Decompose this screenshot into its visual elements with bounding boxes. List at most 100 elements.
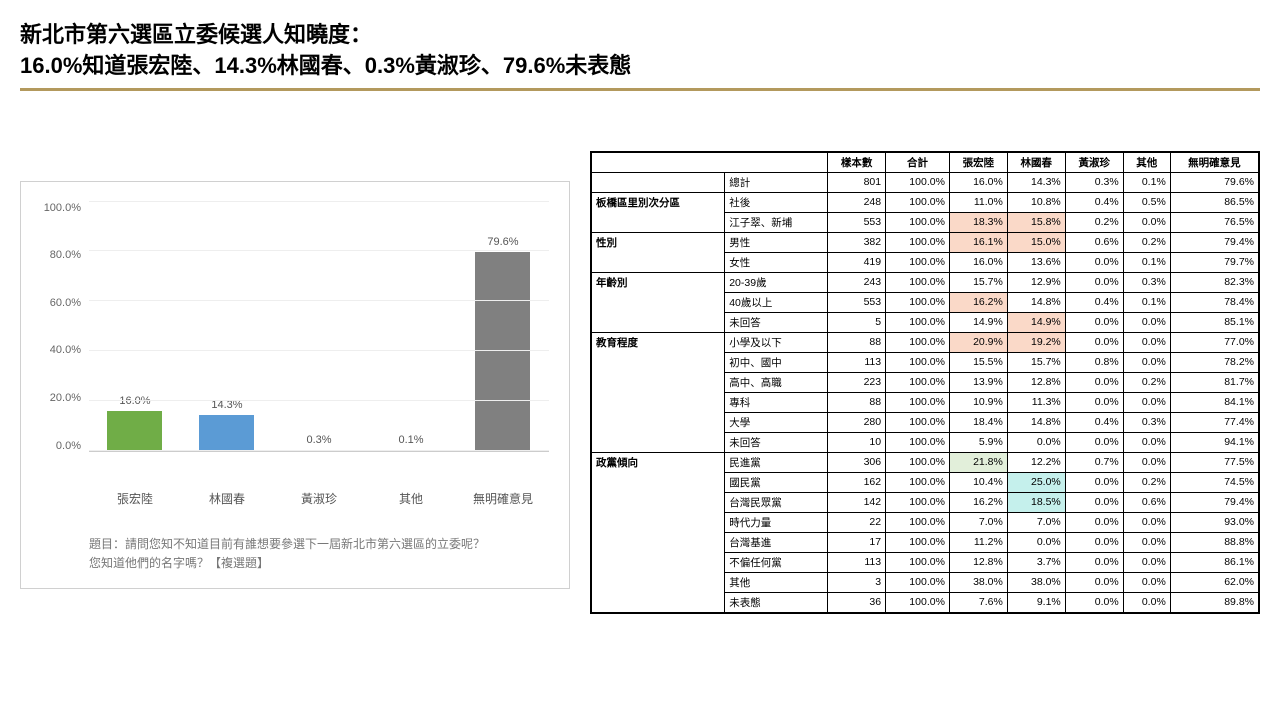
data-cell: 88 bbox=[828, 332, 886, 352]
data-cell: 0.1% bbox=[1123, 172, 1170, 192]
data-cell: 13.6% bbox=[1007, 252, 1065, 272]
data-cell: 100.0% bbox=[886, 432, 950, 452]
data-cell: 100.0% bbox=[886, 512, 950, 532]
data-cell: 0.4% bbox=[1065, 192, 1123, 212]
data-cell: 100.0% bbox=[886, 232, 950, 252]
data-cell: 36 bbox=[828, 592, 886, 613]
data-cell: 16.2% bbox=[949, 492, 1007, 512]
gridline bbox=[89, 250, 549, 251]
data-cell: 100.0% bbox=[886, 352, 950, 372]
data-cell: 0.0% bbox=[1065, 592, 1123, 613]
data-cell: 74.5% bbox=[1170, 472, 1259, 492]
data-cell: 25.0% bbox=[1007, 472, 1065, 492]
data-cell: 0.0% bbox=[1065, 392, 1123, 412]
data-cell: 419 bbox=[828, 252, 886, 272]
data-cell: 0.0% bbox=[1123, 352, 1170, 372]
data-cell: 12.8% bbox=[1007, 372, 1065, 392]
x-label: 其他 bbox=[370, 490, 453, 507]
data-cell: 0.0% bbox=[1065, 572, 1123, 592]
page-title: 新北市第六選區立委候選人知曉度： 16.0%知道張宏陸、14.3%林國春、0.3… bbox=[20, 20, 1260, 82]
caption-line-1: 題目：請問您知不知道目前有誰想要參選下一屆新北市第六選區的立委呢？ bbox=[89, 537, 485, 551]
bar bbox=[199, 415, 254, 451]
data-cell: 0.5% bbox=[1123, 192, 1170, 212]
data-cell: 0.0% bbox=[1065, 532, 1123, 552]
data-cell: 79.7% bbox=[1170, 252, 1259, 272]
data-cell: 14.8% bbox=[1007, 292, 1065, 312]
data-cell: 11.2% bbox=[949, 532, 1007, 552]
data-cell: 100.0% bbox=[886, 492, 950, 512]
data-cell: 100.0% bbox=[886, 332, 950, 352]
table-header: 樣本數 bbox=[828, 152, 886, 173]
x-label: 張宏陸 bbox=[94, 490, 177, 507]
table-header: 黃淑珍 bbox=[1065, 152, 1123, 173]
bar bbox=[475, 252, 530, 451]
data-cell: 81.7% bbox=[1170, 372, 1259, 392]
data-cell: 10.8% bbox=[1007, 192, 1065, 212]
data-cell: 306 bbox=[828, 452, 886, 472]
data-cell: 7.0% bbox=[1007, 512, 1065, 532]
subcategory-cell: 民進黨 bbox=[725, 452, 828, 472]
category-cell: 板橋區里別次分區 bbox=[591, 192, 725, 232]
data-cell: 100.0% bbox=[886, 212, 950, 232]
data-cell: 100.0% bbox=[886, 172, 950, 192]
data-cell: 0.0% bbox=[1065, 552, 1123, 572]
data-cell: 77.0% bbox=[1170, 332, 1259, 352]
data-cell: 0.2% bbox=[1123, 372, 1170, 392]
data-cell: 16.0% bbox=[949, 172, 1007, 192]
data-cell: 100.0% bbox=[886, 412, 950, 432]
subcategory-cell: 小學及以下 bbox=[725, 332, 828, 352]
crosstab-table-wrap: 樣本數合計張宏陸林國春黃淑珍其他無明確意見總計801100.0%16.0%14.… bbox=[590, 151, 1260, 614]
subcategory-cell: 40歲以上 bbox=[725, 292, 828, 312]
data-cell: 100.0% bbox=[886, 192, 950, 212]
data-cell: 0.7% bbox=[1065, 452, 1123, 472]
subcategory-cell: 未回答 bbox=[725, 432, 828, 452]
subcategory-cell: 男性 bbox=[725, 232, 828, 252]
data-cell: 248 bbox=[828, 192, 886, 212]
gridline bbox=[89, 350, 549, 351]
x-label: 無明確意見 bbox=[462, 490, 545, 507]
gridline bbox=[89, 450, 549, 451]
data-cell: 86.1% bbox=[1170, 552, 1259, 572]
data-cell: 0.0% bbox=[1065, 492, 1123, 512]
data-cell: 82.3% bbox=[1170, 272, 1259, 292]
subcategory-cell: 總計 bbox=[725, 172, 828, 192]
title-divider bbox=[20, 88, 1260, 91]
data-cell: 78.4% bbox=[1170, 292, 1259, 312]
data-cell: 22 bbox=[828, 512, 886, 532]
table-header: 林國春 bbox=[1007, 152, 1065, 173]
data-cell: 9.1% bbox=[1007, 592, 1065, 613]
data-cell: 0.3% bbox=[1065, 172, 1123, 192]
data-cell: 0.4% bbox=[1065, 292, 1123, 312]
subcategory-cell: 國民黨 bbox=[725, 472, 828, 492]
data-cell: 84.1% bbox=[1170, 392, 1259, 412]
data-cell: 113 bbox=[828, 352, 886, 372]
x-label: 黃淑珍 bbox=[278, 490, 361, 507]
bar-chart-box: 100.0%80.0%60.0%40.0%20.0%0.0% 16.0%14.3… bbox=[20, 181, 570, 589]
data-cell: 14.8% bbox=[1007, 412, 1065, 432]
data-cell: 7.6% bbox=[949, 592, 1007, 613]
data-cell: 100.0% bbox=[886, 312, 950, 332]
data-cell: 382 bbox=[828, 232, 886, 252]
data-cell: 100.0% bbox=[886, 272, 950, 292]
data-cell: 0.2% bbox=[1065, 212, 1123, 232]
data-cell: 79.4% bbox=[1170, 492, 1259, 512]
data-cell: 162 bbox=[828, 472, 886, 492]
table-header-blank bbox=[591, 152, 828, 173]
data-cell: 0.0% bbox=[1065, 372, 1123, 392]
data-cell: 20.9% bbox=[949, 332, 1007, 352]
data-cell: 0.0% bbox=[1123, 312, 1170, 332]
category-cell bbox=[591, 172, 725, 192]
data-cell: 0.0% bbox=[1065, 432, 1123, 452]
data-cell: 0.0% bbox=[1123, 532, 1170, 552]
data-cell: 0.0% bbox=[1065, 472, 1123, 492]
data-cell: 0.2% bbox=[1123, 232, 1170, 252]
data-cell: 0.0% bbox=[1123, 592, 1170, 613]
data-cell: 5.9% bbox=[949, 432, 1007, 452]
data-cell: 0.0% bbox=[1123, 432, 1170, 452]
data-cell: 100.0% bbox=[886, 472, 950, 492]
data-cell: 0.0% bbox=[1065, 252, 1123, 272]
data-cell: 10.4% bbox=[949, 472, 1007, 492]
subcategory-cell: 時代力量 bbox=[725, 512, 828, 532]
data-cell: 88.8% bbox=[1170, 532, 1259, 552]
data-cell: 0.0% bbox=[1007, 432, 1065, 452]
